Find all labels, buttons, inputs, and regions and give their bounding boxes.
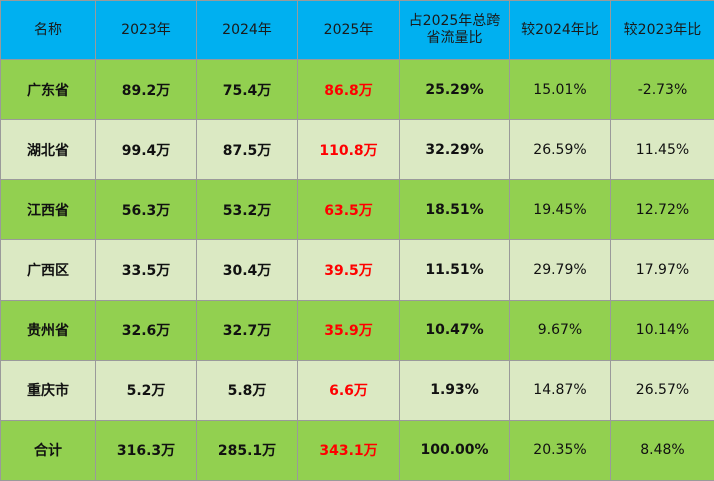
cell-share: 18.51% <box>399 179 510 241</box>
cell-2024: 32.7万 <box>196 299 298 361</box>
cell-name: 湖北省 <box>0 119 96 181</box>
total-row: 合计 316.3万 285.1万 343.1万 100.00% 20.35% 8… <box>0 419 714 481</box>
table-row: 广东省 89.2万 75.4万 86.8万 25.29% 15.01% -2.7… <box>0 58 714 121</box>
header-2023: 2023年 <box>95 0 197 60</box>
cell-vs2023: 26.57% <box>610 359 714 421</box>
header-2025: 2025年 <box>297 0 400 60</box>
cell-2023: 5.2万 <box>95 359 197 421</box>
cell-2023: 89.2万 <box>95 58 197 121</box>
cell-2023: 56.3万 <box>95 179 197 241</box>
cell-share: 10.47% <box>399 299 510 361</box>
cell-name: 重庆市 <box>0 359 96 421</box>
cell-vs2023: 10.14% <box>610 299 714 361</box>
cell-share: 25.29% <box>399 58 510 121</box>
cell-share: 100.00% <box>399 419 510 481</box>
cell-2025: 110.8万 <box>297 119 400 181</box>
cell-share: 1.93% <box>399 359 510 421</box>
cell-2025: 86.8万 <box>297 58 400 121</box>
table-row: 广西区 33.5万 30.4万 39.5万 11.51% 29.79% 17.9… <box>0 239 714 301</box>
cell-2024: 30.4万 <box>196 239 298 301</box>
header-name: 名称 <box>0 0 96 60</box>
cell-name: 江西省 <box>0 179 96 241</box>
table-row: 湖北省 99.4万 87.5万 110.8万 32.29% 26.59% 11.… <box>0 119 714 181</box>
cell-2024: 53.2万 <box>196 179 298 241</box>
cell-name: 贵州省 <box>0 299 96 361</box>
table-row: 江西省 56.3万 53.2万 63.5万 18.51% 19.45% 12.7… <box>0 179 714 241</box>
cell-2025: 343.1万 <box>297 419 400 481</box>
cell-2024: 285.1万 <box>196 419 298 481</box>
cell-2025: 6.6万 <box>297 359 400 421</box>
cell-share: 11.51% <box>399 239 510 301</box>
cell-2024: 87.5万 <box>196 119 298 181</box>
cell-2023: 33.5万 <box>95 239 197 301</box>
cell-2025: 63.5万 <box>297 179 400 241</box>
cell-name: 合计 <box>0 419 96 481</box>
cell-vs2023: 12.72% <box>610 179 714 241</box>
cell-2025: 35.9万 <box>297 299 400 361</box>
cell-vs2023: 17.97% <box>610 239 714 301</box>
cell-2024: 75.4万 <box>196 58 298 121</box>
cell-vs2024: 26.59% <box>509 119 611 181</box>
cell-2023: 99.4万 <box>95 119 197 181</box>
cell-name: 广西区 <box>0 239 96 301</box>
cell-vs2024: 20.35% <box>509 419 611 481</box>
cell-2023: 32.6万 <box>95 299 197 361</box>
header-share: 占2025年总跨省流量比 <box>399 0 510 60</box>
cell-vs2024: 14.87% <box>509 359 611 421</box>
header-vs2024: 较2024年比 <box>509 0 611 60</box>
header-vs2023: 较2023年比 <box>610 0 714 60</box>
cell-2023: 316.3万 <box>95 419 197 481</box>
header-2024: 2024年 <box>196 0 298 60</box>
cell-vs2023: 8.48% <box>610 419 714 481</box>
cell-vs2024: 19.45% <box>509 179 611 241</box>
cell-2025: 39.5万 <box>297 239 400 301</box>
cell-vs2024: 9.67% <box>509 299 611 361</box>
cell-share: 32.29% <box>399 119 510 181</box>
cell-vs2023: 11.45% <box>610 119 714 181</box>
cell-2024: 5.8万 <box>196 359 298 421</box>
cell-vs2024: 29.79% <box>509 239 611 301</box>
cell-name: 广东省 <box>0 58 96 121</box>
cell-vs2024: 15.01% <box>509 58 611 121</box>
cell-vs2023: -2.73% <box>610 58 714 121</box>
header-row: 名称 2023年 2024年 2025年 占2025年总跨省流量比 较2024年… <box>0 0 714 60</box>
table-row: 贵州省 32.6万 32.7万 35.9万 10.47% 9.67% 10.14… <box>0 299 714 361</box>
table-row: 重庆市 5.2万 5.8万 6.6万 1.93% 14.87% 26.57% <box>0 359 714 421</box>
